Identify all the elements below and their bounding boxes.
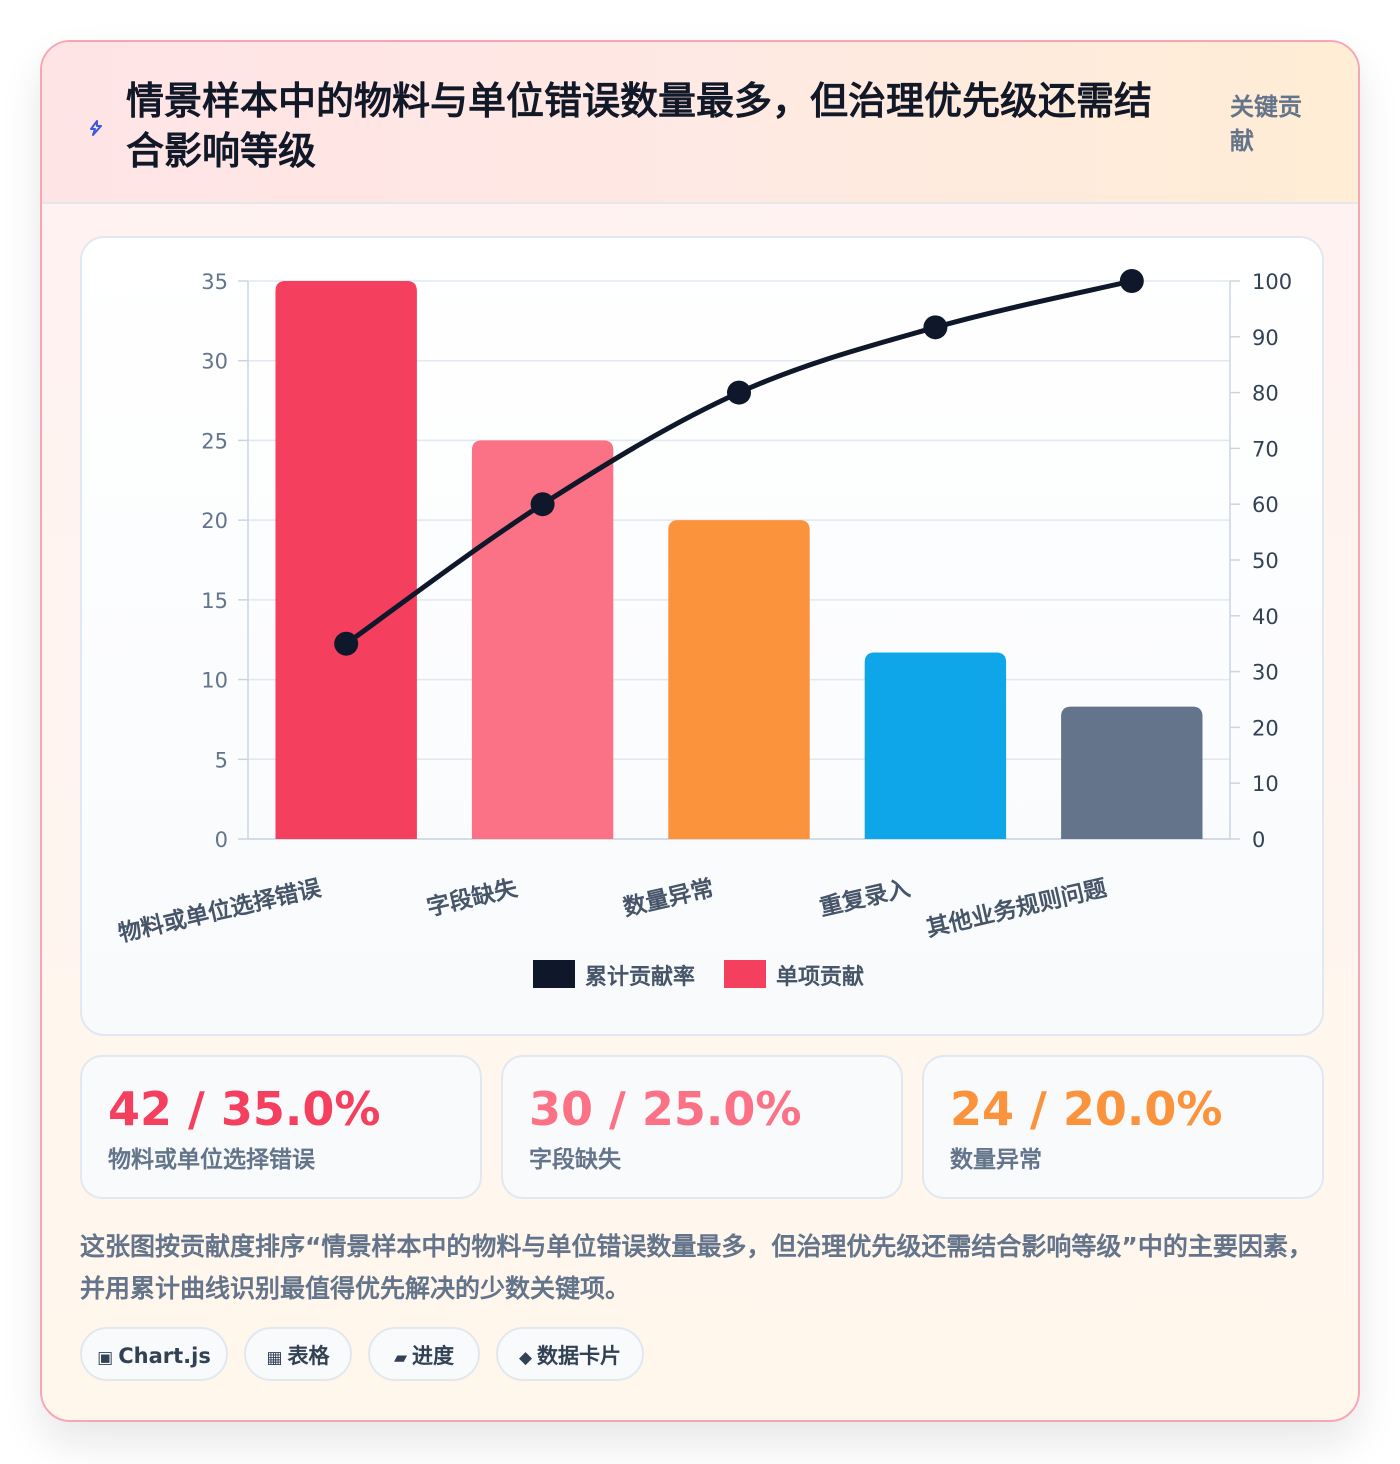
bar-1 <box>275 281 417 839</box>
bar-5 <box>1061 706 1203 839</box>
pareto-chart: 0 5 10 15 20 25 30 35 0 10 20 30 40 50 60 70 80 90 100 物料或单… <box>116 269 1292 990</box>
x-axis-category-label: 字段缺失 <box>424 874 521 921</box>
cumulative-point-1 <box>334 631 359 656</box>
stat-label: 字段缺失 <box>529 1147 621 1173</box>
stat-label: 物料或单位选择错误 <box>108 1147 315 1173</box>
legend-swatch <box>533 960 575 988</box>
left-axis-tick-label: 25 <box>201 429 228 453</box>
progress-icon: ▰ <box>393 1348 408 1368</box>
card-icon: ◆ <box>518 1348 533 1368</box>
cumulative-point-2 <box>530 492 555 517</box>
contribution-badge: 关键贡献 <box>1230 93 1302 155</box>
right-axis-tick-label: 30 <box>1252 661 1279 685</box>
legend-label: 累计贡献率 <box>585 964 695 990</box>
legend-swatch <box>724 960 766 988</box>
right-axis-tick-label: 40 <box>1252 605 1279 629</box>
lightning-icon <box>90 120 102 136</box>
tag-chartjs[interactable]: ▣ Chart.js <box>80 1327 228 1381</box>
stat-value: 42 / 35.0% <box>108 1082 381 1136</box>
right-axis-tick-label: 80 <box>1252 382 1279 406</box>
pareto-chart-panel: 0 5 10 15 20 25 30 35 0 10 20 30 40 50 60 70 80 90 100 物料或单… <box>80 236 1324 1036</box>
tag-label: Chart.js <box>118 1344 211 1368</box>
cumulative-point-5 <box>1119 269 1144 293</box>
left-axis-tick-label: 10 <box>201 669 228 693</box>
tag-label: 数据卡片 <box>537 1344 622 1368</box>
right-axis-tick-label: 100 <box>1252 270 1292 294</box>
x-axis-category-label: 其他业务规则问题 <box>924 876 1109 943</box>
right-axis-tick-label: 60 <box>1252 493 1279 517</box>
card-header: 情景样本中的物料与单位错误数量最多，但治理优先级还需结合影响等级 关键贡献 <box>42 42 1358 204</box>
bar-4 <box>864 652 1007 839</box>
right-axis-tick-label: 90 <box>1252 326 1279 350</box>
left-axis-tick-label: 35 <box>201 270 228 294</box>
page-title: 情景样本中的物料与单位错误数量最多，但治理优先级还需结合影响等级 <box>126 79 1153 173</box>
chart-icon: ▣ <box>97 1348 114 1368</box>
left-axis-tick-label: 30 <box>201 350 228 374</box>
left-axis-tick-label: 15 <box>201 589 228 613</box>
cumulative-point-4 <box>923 315 948 340</box>
stat-card-1: 42 / 35.0% 物料或单位选择错误 <box>80 1055 482 1199</box>
stat-value: 30 / 25.0% <box>529 1082 802 1136</box>
right-axis-tick-label: 10 <box>1252 772 1279 796</box>
bar-3 <box>668 520 810 839</box>
tag-label: 表格 <box>287 1344 330 1368</box>
cumulative-point-3 <box>727 380 751 405</box>
x-axis-category-label: 物料或单位选择错误 <box>116 874 325 947</box>
right-axis-tick-label: 70 <box>1252 437 1279 461</box>
left-axis-tick-label: 20 <box>201 509 228 533</box>
right-axis-tick-label: 50 <box>1252 549 1279 573</box>
tag-progress[interactable]: ▰ 进度 <box>368 1327 480 1381</box>
left-axis-tick-label: 5 <box>215 748 228 772</box>
x-axis-category-label: 重复录入 <box>817 876 912 922</box>
stat-label: 数量异常 <box>950 1147 1042 1173</box>
tag-label: 进度 <box>412 1344 455 1368</box>
chart-description: 这张图按贡献度排序“情景样本中的物料与单位错误数量最多，但治理优先级还需结合影响… <box>80 1232 1313 1303</box>
bar-2 <box>471 440 614 839</box>
legend-label: 单项贡献 <box>776 964 864 990</box>
tag-data-card[interactable]: ◆ 数据卡片 <box>496 1327 644 1381</box>
stat-card-3: 24 / 20.0% 数量异常 <box>922 1055 1324 1199</box>
stat-value: 24 / 20.0% <box>950 1082 1223 1136</box>
right-axis-tick-label: 20 <box>1252 716 1279 740</box>
report-card: 情景样本中的物料与单位错误数量最多，但治理优先级还需结合影响等级 关键贡献 0 5… <box>40 40 1360 1422</box>
stat-card-2: 30 / 25.0% 字段缺失 <box>501 1055 903 1199</box>
x-axis-category-label: 数量异常 <box>621 876 716 922</box>
table-icon: ▦ <box>266 1348 283 1368</box>
left-axis-tick-label: 0 <box>215 828 228 852</box>
right-axis-tick-label: 0 <box>1252 828 1265 852</box>
tag-table[interactable]: ▦ 表格 <box>244 1327 352 1381</box>
